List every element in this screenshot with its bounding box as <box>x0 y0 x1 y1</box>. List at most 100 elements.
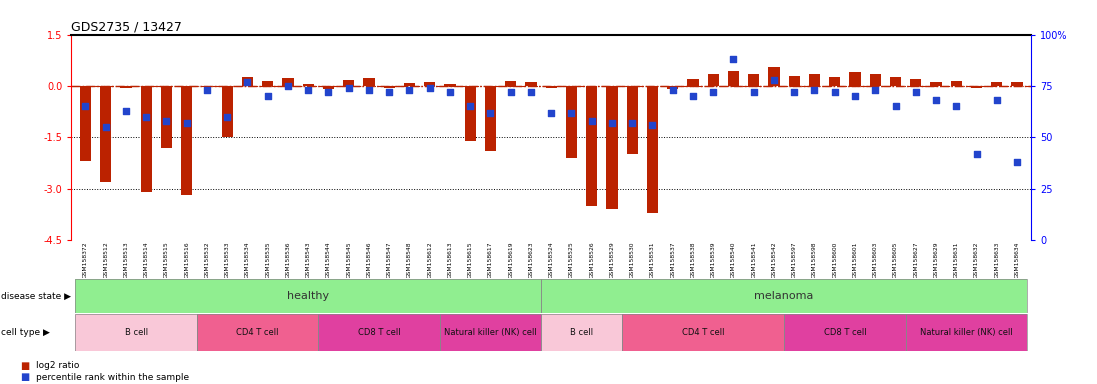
Point <box>239 79 257 85</box>
Bar <box>829 77 840 86</box>
Bar <box>545 86 557 88</box>
Bar <box>784 314 906 351</box>
Point <box>1008 159 1026 165</box>
Point <box>137 114 155 120</box>
Text: Natural killer (NK) cell: Natural killer (NK) cell <box>444 328 536 337</box>
Text: GSM158532: GSM158532 <box>204 242 210 278</box>
Text: GSM158539: GSM158539 <box>711 242 715 278</box>
Bar <box>626 86 637 154</box>
Bar <box>541 314 622 351</box>
Bar <box>485 86 496 151</box>
Bar <box>930 82 941 86</box>
Text: GSM158633: GSM158633 <box>994 242 999 278</box>
Text: B cell: B cell <box>125 328 148 337</box>
Point <box>158 118 176 124</box>
Point <box>340 85 358 91</box>
Text: ■: ■ <box>20 361 29 371</box>
Bar <box>911 79 921 86</box>
Bar <box>768 67 780 86</box>
Text: GSM158619: GSM158619 <box>508 242 513 278</box>
Bar <box>1011 83 1022 86</box>
Text: GSM158512: GSM158512 <box>103 242 109 278</box>
Text: GSM158598: GSM158598 <box>812 242 817 278</box>
Bar <box>425 82 436 86</box>
Point <box>421 85 439 91</box>
Point <box>542 109 559 116</box>
Text: GSM158605: GSM158605 <box>893 242 898 278</box>
Text: GSM158541: GSM158541 <box>751 242 756 278</box>
Bar <box>667 86 678 89</box>
Bar <box>76 314 196 351</box>
Bar <box>688 79 699 86</box>
Bar <box>181 86 192 195</box>
Text: disease state ▶: disease state ▶ <box>1 291 71 301</box>
Text: GSM158525: GSM158525 <box>569 242 574 278</box>
Point <box>826 89 844 95</box>
Text: GSM158546: GSM158546 <box>366 242 372 278</box>
Bar <box>808 74 821 86</box>
Bar <box>541 279 1027 313</box>
Point <box>968 151 985 157</box>
Bar <box>586 86 597 206</box>
Text: GSM158534: GSM158534 <box>245 242 250 278</box>
Bar <box>784 314 906 351</box>
Text: GSM158603: GSM158603 <box>873 242 878 278</box>
Point <box>522 89 540 95</box>
Point <box>927 97 945 103</box>
Text: GSM158516: GSM158516 <box>184 242 190 278</box>
Bar <box>647 86 658 213</box>
Text: GSM158535: GSM158535 <box>265 242 270 278</box>
Point <box>725 56 743 62</box>
Bar <box>404 83 415 86</box>
Text: GSM158631: GSM158631 <box>953 242 959 278</box>
Text: GSM158514: GSM158514 <box>144 242 149 278</box>
Point <box>441 89 459 95</box>
Bar <box>343 80 354 86</box>
Text: GSM158627: GSM158627 <box>913 242 918 278</box>
Bar <box>748 74 759 86</box>
Text: GSM158601: GSM158601 <box>852 242 858 278</box>
Point <box>502 89 520 95</box>
Text: GSM158529: GSM158529 <box>610 242 614 278</box>
Point <box>664 87 681 93</box>
Text: GSM158632: GSM158632 <box>974 242 979 278</box>
Text: GSM158547: GSM158547 <box>387 242 392 278</box>
Point <box>462 103 479 109</box>
Text: GSM158533: GSM158533 <box>225 242 229 278</box>
Point <box>199 87 216 93</box>
Bar <box>76 279 541 313</box>
Point <box>97 124 114 130</box>
Bar <box>100 86 111 182</box>
Text: GSM158540: GSM158540 <box>731 242 736 278</box>
Text: GSM158536: GSM158536 <box>285 242 291 278</box>
Text: GSM158597: GSM158597 <box>792 242 796 278</box>
Bar <box>363 78 374 86</box>
Bar <box>566 86 577 158</box>
Bar <box>541 314 622 351</box>
Text: melanoma: melanoma <box>755 291 814 301</box>
Bar <box>506 81 517 86</box>
Point <box>685 93 702 99</box>
Text: CD4 T cell: CD4 T cell <box>682 328 724 337</box>
Bar <box>80 86 91 161</box>
Text: healthy: healthy <box>287 291 329 301</box>
Bar <box>161 86 172 147</box>
Point <box>280 83 297 89</box>
Bar <box>140 86 151 192</box>
Point <box>846 93 863 99</box>
Point <box>319 89 337 95</box>
Point <box>218 114 236 120</box>
Point <box>867 87 884 93</box>
Bar <box>323 86 335 89</box>
Point <box>360 87 377 93</box>
Bar <box>121 86 132 88</box>
Text: GDS2735 / 13427: GDS2735 / 13427 <box>71 20 182 33</box>
Point <box>644 122 661 128</box>
Text: GSM158612: GSM158612 <box>427 242 432 278</box>
Bar <box>465 86 476 141</box>
Bar <box>992 82 1003 86</box>
Point <box>178 120 195 126</box>
Text: GSM158513: GSM158513 <box>124 242 128 278</box>
Text: GSM158372: GSM158372 <box>83 242 88 278</box>
Text: GSM158634: GSM158634 <box>1015 242 1019 278</box>
